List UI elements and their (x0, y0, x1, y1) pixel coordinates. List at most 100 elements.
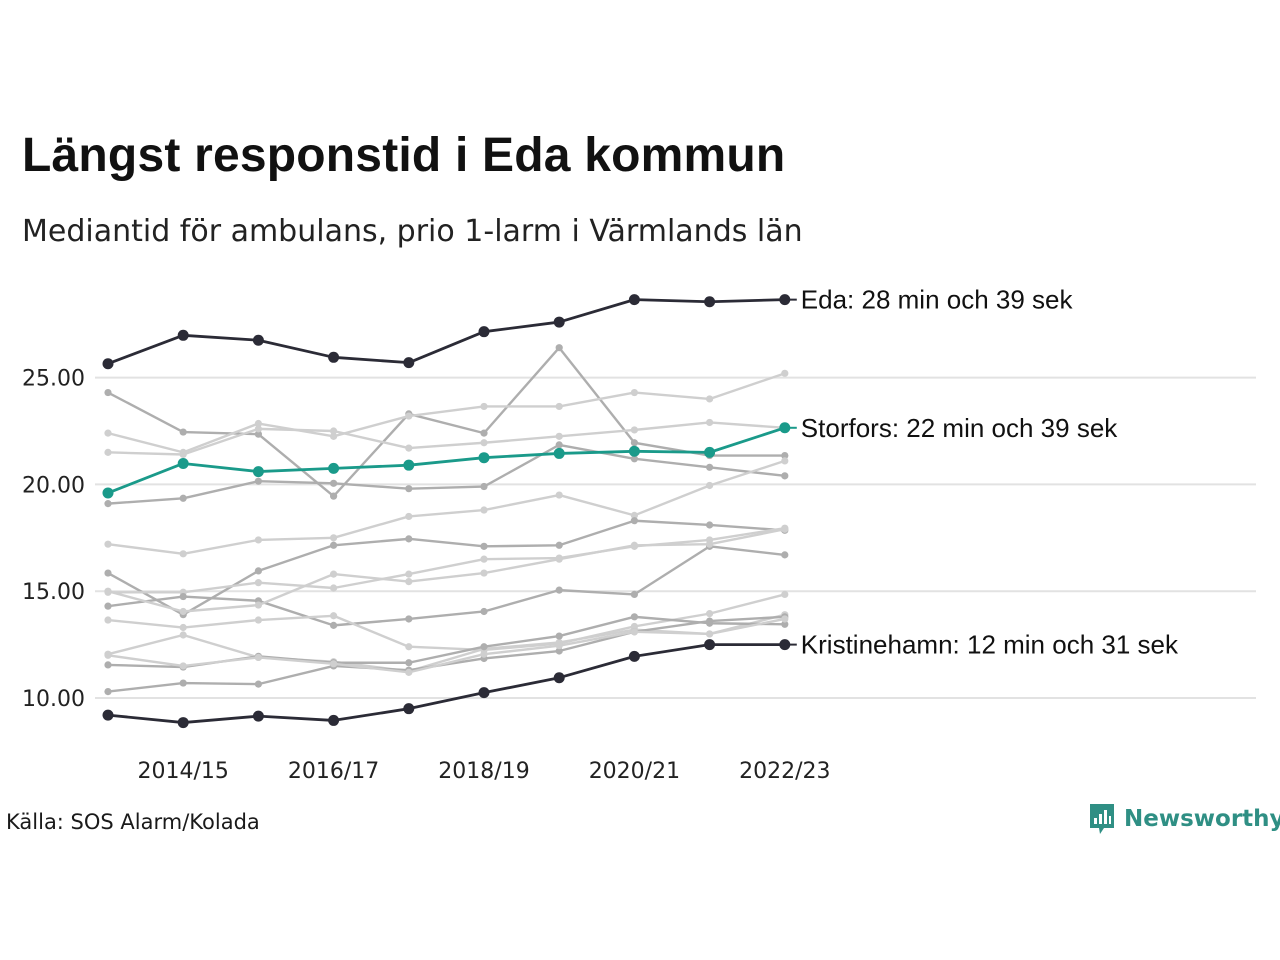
context-series-point (405, 643, 413, 651)
series-storfors-line (106, 426, 787, 495)
context-series-point (480, 402, 488, 411)
context-series-point (254, 616, 262, 624)
x-axis-tick-labels: 2014/15 2016/17 2018/19 2020/21 2022/23 (137, 759, 830, 784)
context-series-point (706, 481, 714, 490)
series-kristinehamn-point (328, 714, 340, 726)
source-note: Källa: SOS Alarm/Kolada (6, 810, 260, 834)
series-eda (102, 294, 791, 370)
context-series-point (781, 451, 789, 460)
context-series-point (254, 579, 262, 587)
context-series-point (630, 426, 639, 434)
context-series-point (480, 482, 488, 491)
context-series-point (330, 541, 338, 549)
context-series-point (104, 429, 112, 437)
context-series-point (330, 584, 338, 592)
series-eda-point (478, 326, 490, 338)
context-series-point (480, 429, 488, 437)
context-series-point (405, 412, 413, 420)
context-series-point (179, 494, 187, 502)
context-series-point (630, 388, 639, 397)
series-eda-point (403, 357, 415, 369)
context-series-point (254, 425, 262, 433)
series-eda-point (553, 316, 565, 328)
context-series-point (104, 448, 112, 456)
series-eda-point (252, 334, 264, 346)
context-series-point (706, 418, 714, 427)
context-series-point (405, 615, 413, 623)
context-series-line (106, 443, 786, 505)
context-series-point (330, 492, 338, 500)
context-series-point (630, 628, 639, 636)
context-series-point (706, 463, 714, 471)
context-series-point (706, 630, 714, 638)
context-series-point (254, 477, 262, 485)
context-series-point (480, 650, 488, 658)
context-series-point (330, 479, 338, 487)
context-series-point (555, 647, 563, 655)
context-series-point (405, 485, 413, 493)
series-storfors-point (177, 457, 189, 469)
context-series-line (106, 421, 786, 456)
x-tick-label: 2020/21 (589, 759, 680, 784)
series-kristinehamn-point (704, 639, 716, 651)
series-end-labels: Eda: 28 min och 39 sek Storfors: 22 min o… (784, 285, 1179, 660)
context-series (104, 441, 789, 508)
series-storfors-end-label: Storfors: 22 min och 39 sek (801, 413, 1118, 443)
context-series-point (630, 517, 639, 525)
context-series (104, 542, 789, 629)
context-series-point (330, 612, 338, 620)
context-series-point (179, 550, 187, 558)
context-series (104, 457, 789, 558)
context-series-point (179, 428, 187, 436)
series-kristinehamn-point (252, 710, 264, 722)
context-series-point (405, 444, 413, 452)
context-series-line (106, 526, 786, 594)
context-series-point (104, 602, 112, 610)
context-series-point (781, 457, 789, 465)
context-series-point (781, 615, 789, 623)
context-series-line (106, 617, 786, 674)
context-series-point (706, 521, 714, 529)
series-kristinehamn-point (177, 717, 189, 729)
context-series-point (555, 402, 563, 411)
context-series-point (104, 540, 112, 548)
context-series-point (104, 587, 112, 595)
context-series-point (630, 613, 639, 621)
series-kristinehamn (102, 639, 791, 729)
y-tick-label: 10.00 (22, 687, 85, 712)
context-series-point (781, 369, 789, 377)
context-series-point (254, 536, 262, 544)
x-tick-label: 2018/19 (438, 759, 529, 784)
context-series-point (330, 621, 338, 629)
context-series-point (781, 472, 789, 480)
context-series-point (781, 590, 789, 599)
series-eda-point (328, 351, 340, 363)
context-series-point (405, 577, 413, 586)
y-tick-label: 15.00 (22, 580, 85, 605)
context-series-point (179, 607, 187, 616)
x-tick-label: 2014/15 (137, 759, 228, 784)
series-kristinehamn-point (403, 703, 415, 715)
context-series-point (254, 430, 262, 438)
context-series-point (480, 569, 488, 577)
context-series-point (555, 586, 563, 594)
context-series-point (555, 632, 563, 640)
series-kristinehamn-point (102, 709, 114, 721)
context-series (104, 369, 789, 456)
context-series-point (555, 344, 563, 352)
context-series-point (480, 607, 488, 616)
context-series-line (106, 372, 786, 454)
context-series-point (330, 427, 338, 435)
context-series-point (104, 500, 112, 508)
context-series-point (630, 511, 639, 519)
context-series-point (555, 555, 563, 563)
series-storfors-point (704, 446, 716, 458)
y-axis-tick-labels: 10.00 15.00 20.00 25.00 (22, 367, 85, 712)
context-series-line (106, 528, 786, 613)
context-series-point (480, 643, 488, 651)
context-series-point (706, 540, 714, 548)
newsworthy-logo[interactable]: Newsworthy (1088, 802, 1280, 836)
context-series-point (179, 450, 187, 459)
context-series-point (330, 534, 338, 542)
series-eda-point (177, 329, 189, 341)
